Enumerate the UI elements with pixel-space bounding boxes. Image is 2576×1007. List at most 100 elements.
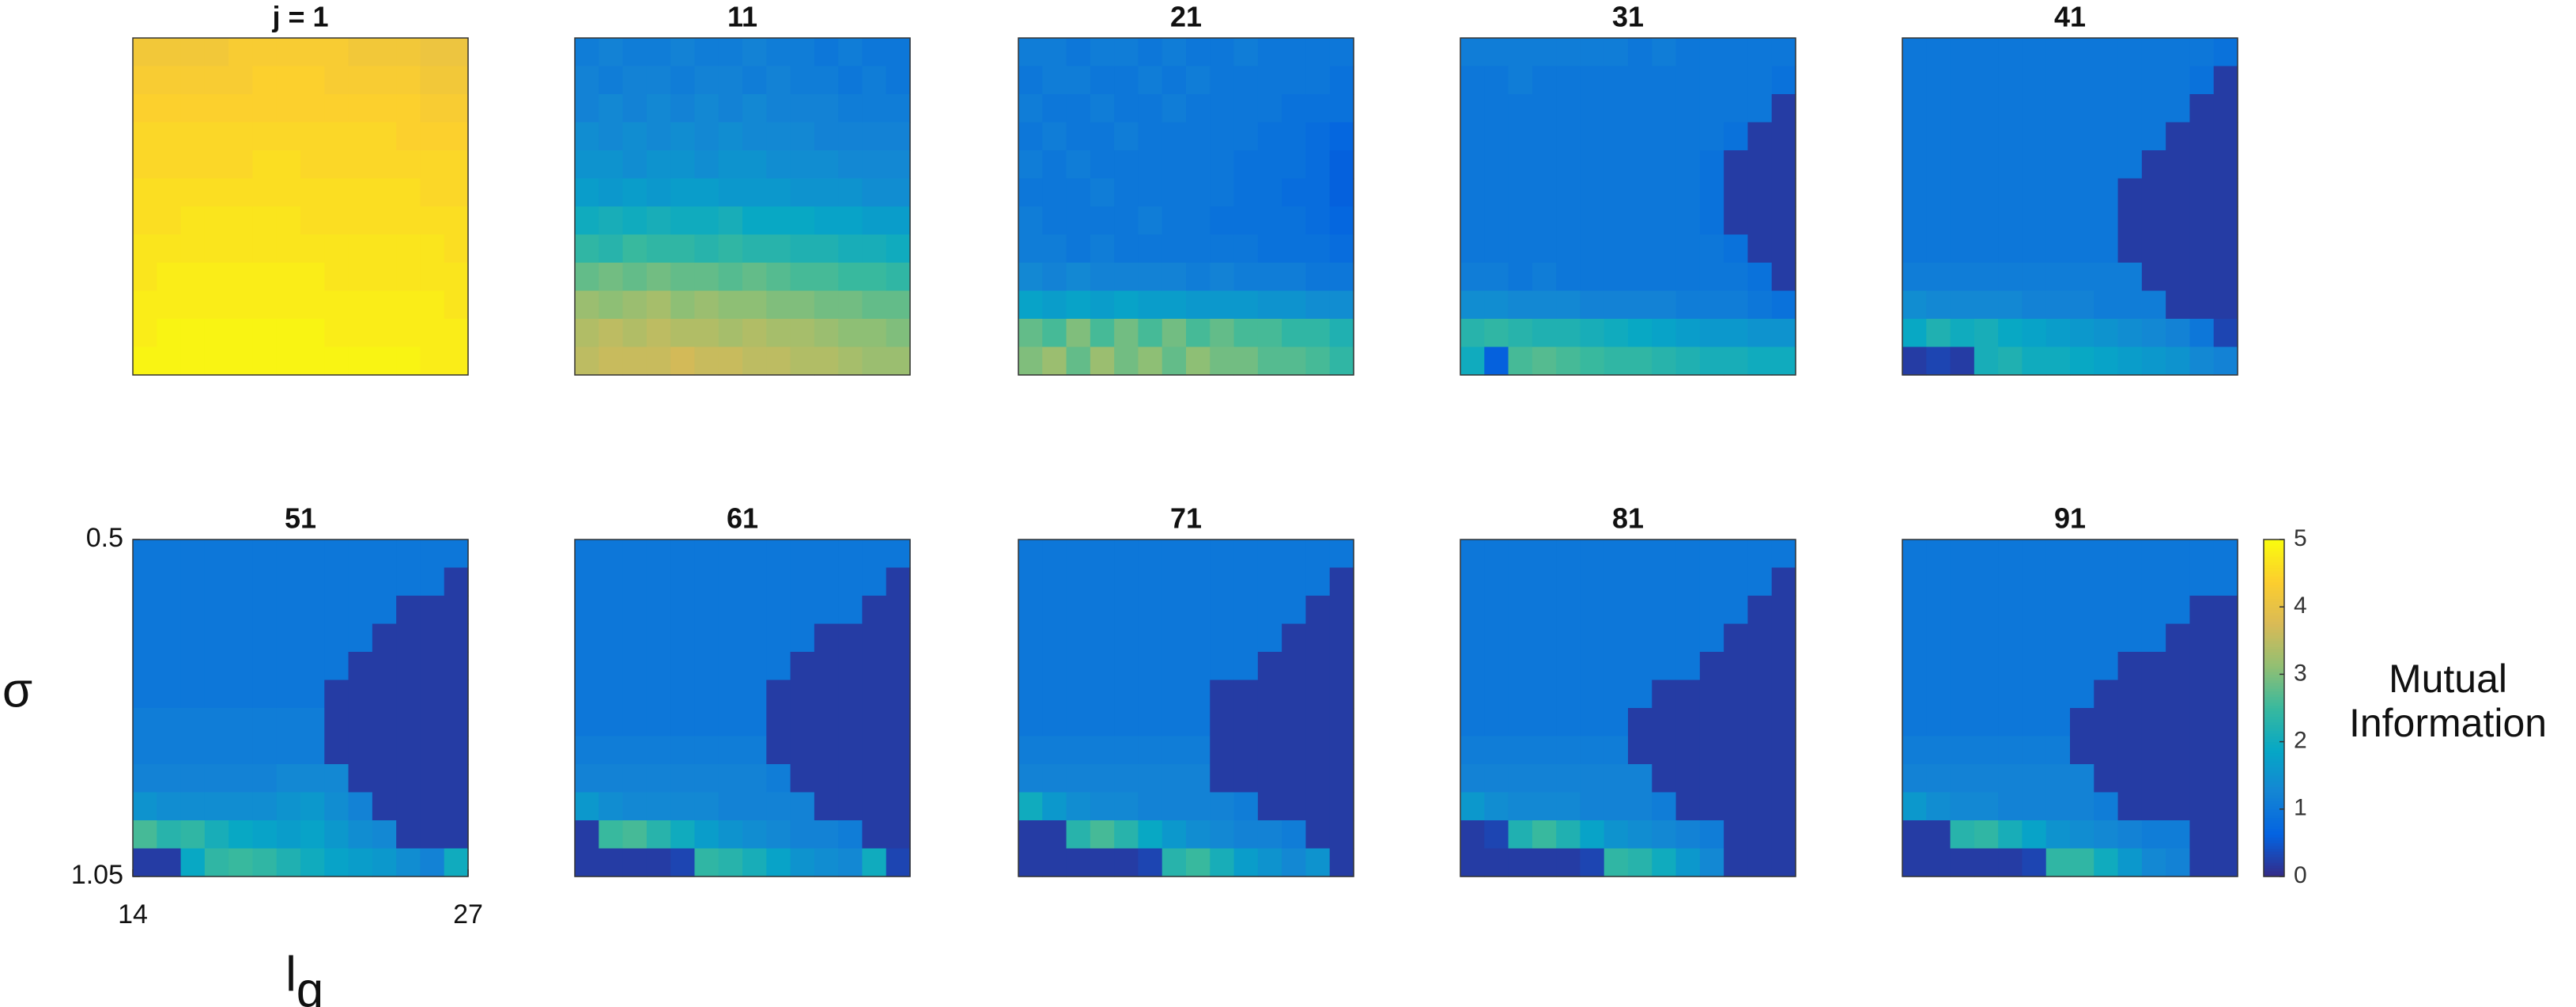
heatmap-cell (718, 736, 743, 765)
heatmap-cell (1210, 596, 1235, 625)
heatmap-cell (420, 623, 445, 653)
heatmap-cell (599, 94, 624, 123)
colorbar-gradient (2264, 683, 2284, 687)
heatmap-cell (133, 652, 157, 681)
heatmap-cell (1556, 539, 1581, 569)
heatmap-cell (300, 708, 325, 737)
heatmap-cell (1233, 66, 1259, 95)
heatmap-cell (1532, 764, 1557, 793)
heatmap-cell (1042, 66, 1067, 95)
heatmap-cell (1580, 708, 1605, 737)
heatmap-cell (1305, 206, 1331, 236)
heatmap-cell (348, 567, 373, 596)
heatmap-cell (694, 539, 720, 569)
heatmap-cell (2166, 567, 2191, 596)
colorbar-gradient (2264, 744, 2284, 748)
heatmap-cell (1652, 820, 1677, 850)
heatmap-cell (276, 820, 301, 850)
heatmap-cell (396, 848, 421, 877)
heatmap-cell (1998, 178, 2023, 207)
heatmap-cell (1926, 178, 1951, 207)
heatmap-cell (599, 150, 624, 180)
heatmap-cell (2166, 178, 2191, 207)
heatmap-cell (2094, 66, 2119, 95)
colorbar-gradient (2264, 629, 2284, 633)
heatmap-cell (2094, 178, 2119, 207)
heatmap-cell (814, 539, 839, 569)
heatmap-cell (396, 623, 421, 653)
heatmap-cell (2070, 652, 2094, 681)
heatmap-cell (2045, 178, 2071, 207)
heatmap-cell (1018, 206, 1043, 236)
heatmap-cell (742, 708, 767, 737)
heatmap-cell (1902, 736, 1927, 765)
heatmap-cell (1508, 263, 1533, 292)
heatmap-cell (444, 623, 469, 653)
heatmap-cell (622, 708, 648, 737)
heatmap-cell (1628, 206, 1652, 236)
heatmap-cell (766, 178, 791, 207)
heatmap-cell (1484, 708, 1509, 737)
heatmap-cell (694, 263, 720, 292)
heatmap-cell (180, 736, 206, 765)
heatmap-cell (599, 66, 624, 95)
heatmap-cell (2094, 539, 2119, 569)
panel-title: 11 (727, 1, 757, 33)
heatmap-cell (1628, 623, 1652, 653)
heatmap-cell (646, 38, 671, 67)
heatmap-cell (1724, 680, 1749, 709)
heatmap-cell (1161, 290, 1187, 320)
heatmap-cell (1998, 596, 2023, 625)
heatmap-cell (1161, 38, 1187, 67)
heatmap-cell (1460, 596, 1485, 625)
heatmap-cell (1282, 792, 1307, 821)
heatmap-cell (1998, 708, 2023, 737)
heatmap-cell (1771, 623, 1796, 653)
panel-frame (1902, 37, 2238, 376)
heatmap-cell (372, 764, 397, 793)
heatmap-cell (1508, 652, 1533, 681)
heatmap-cell (1998, 652, 2023, 681)
heatmap-cell (718, 150, 743, 180)
heatmap-cell (204, 319, 229, 348)
heatmap-cell (1042, 38, 1067, 67)
colorbar-gradient (2264, 778, 2284, 782)
heatmap-cell (180, 319, 206, 348)
heatmap-cell (157, 122, 182, 151)
heatmap-cell (2189, 764, 2215, 793)
heatmap-cell (396, 346, 421, 376)
heatmap-cell (396, 567, 421, 596)
colorbar-gradient (2264, 767, 2284, 770)
heatmap-cell (599, 38, 624, 67)
colorbar-gradient (2264, 620, 2284, 625)
heatmap-cell (2022, 596, 2047, 625)
heatmap-cell (2022, 94, 2047, 123)
heatmap-cell (1484, 206, 1509, 236)
heatmap-cell (1652, 94, 1677, 123)
heatmap-cell (766, 319, 791, 348)
heatmap-cell (814, 567, 839, 596)
heatmap-cell (1090, 94, 1115, 123)
heatmap-cell (300, 792, 325, 821)
heatmap-cell (157, 178, 182, 207)
heatmap-cell (1580, 596, 1605, 625)
heatmap-cell (1926, 66, 1951, 95)
colorbar-gradient (2264, 612, 2284, 616)
heatmap-cell (790, 206, 815, 236)
heatmap-cell (1186, 122, 1211, 151)
heatmap-cell (766, 346, 791, 376)
heatmap-cell (622, 623, 648, 653)
heatmap-cell (1771, 539, 1796, 569)
heatmap-cell (372, 567, 397, 596)
heatmap-cell (1628, 708, 1652, 737)
heatmap-cell (1998, 792, 2023, 821)
heatmap-cell (742, 206, 767, 236)
heatmap-cell (599, 736, 624, 765)
heatmap-cell (1580, 263, 1605, 292)
heatmap-cell (622, 150, 648, 180)
heatmap-cell (1998, 539, 2023, 569)
heatmap-cell (348, 680, 373, 709)
heatmap-cell (2189, 792, 2215, 821)
heatmap-cell (1998, 122, 2023, 151)
heatmap-cell (204, 178, 229, 207)
